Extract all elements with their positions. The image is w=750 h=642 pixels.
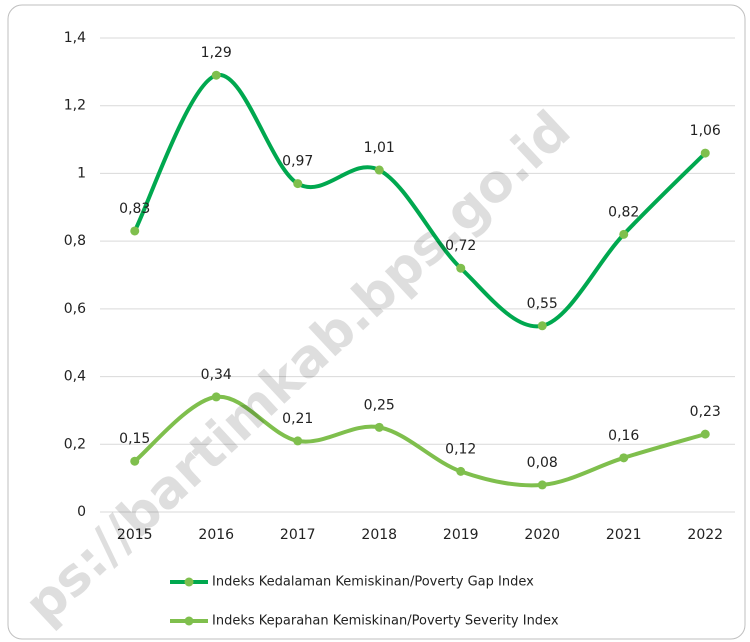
point-marker [619,229,629,239]
y-tick-label: 1,4 [64,30,86,46]
data-label: 0,16 [608,428,639,444]
data-label: 0,21 [282,411,313,427]
x-tick-label: 2018 [361,527,397,543]
data-label: 0,15 [119,431,150,447]
data-label: 0,25 [364,397,395,413]
legend-label: Indeks Kedalaman Kemiskinan/Poverty Gap … [212,575,534,590]
data-label: 0,34 [201,367,232,383]
x-tick-label: 2017 [280,527,316,543]
x-tick-label: 2019 [443,527,479,543]
point-marker [293,179,303,189]
data-label: 0,97 [282,154,313,170]
x-tick-label: 2016 [198,527,234,543]
data-label: 1,01 [364,140,395,156]
data-label: 0,83 [119,201,150,217]
point-marker [700,429,710,439]
x-tick-label: 2020 [524,527,560,543]
point-marker [130,456,140,466]
y-tick-label: 1 [77,165,86,181]
y-tick-label: 0,4 [64,369,86,385]
x-tick-label: 2021 [606,527,642,543]
data-label: 1,06 [690,123,721,139]
point-marker [456,263,466,273]
point-marker [456,466,466,476]
legend-marker [184,616,194,626]
y-tick-label: 0 [77,504,86,520]
point-marker [619,453,629,463]
y-tick-label: 0,8 [64,233,86,249]
x-tick-label: 2022 [687,527,723,543]
point-marker [293,436,303,446]
point-marker [211,392,221,402]
point-marker [374,422,384,432]
y-tick-label: 1,2 [64,98,86,114]
point-marker [700,148,710,158]
legend-label: Indeks Keparahan Kemiskinan/Poverty Seve… [212,614,559,629]
point-marker [130,226,140,236]
data-label: 0,55 [527,296,558,312]
point-marker [211,70,221,80]
point-marker [537,480,547,490]
y-tick-label: 0,6 [64,301,86,317]
point-marker [537,321,547,331]
data-label: 0,12 [445,441,476,457]
data-label: 1,29 [201,45,232,61]
legend-marker [184,577,194,587]
x-tick-label: 2015 [117,527,153,543]
data-label: 0,72 [445,238,476,254]
data-label: 0,23 [690,404,721,420]
data-label: 0,82 [608,204,639,220]
data-label: 0,08 [527,455,558,471]
point-marker [374,165,384,175]
y-tick-label: 0,2 [64,436,86,452]
